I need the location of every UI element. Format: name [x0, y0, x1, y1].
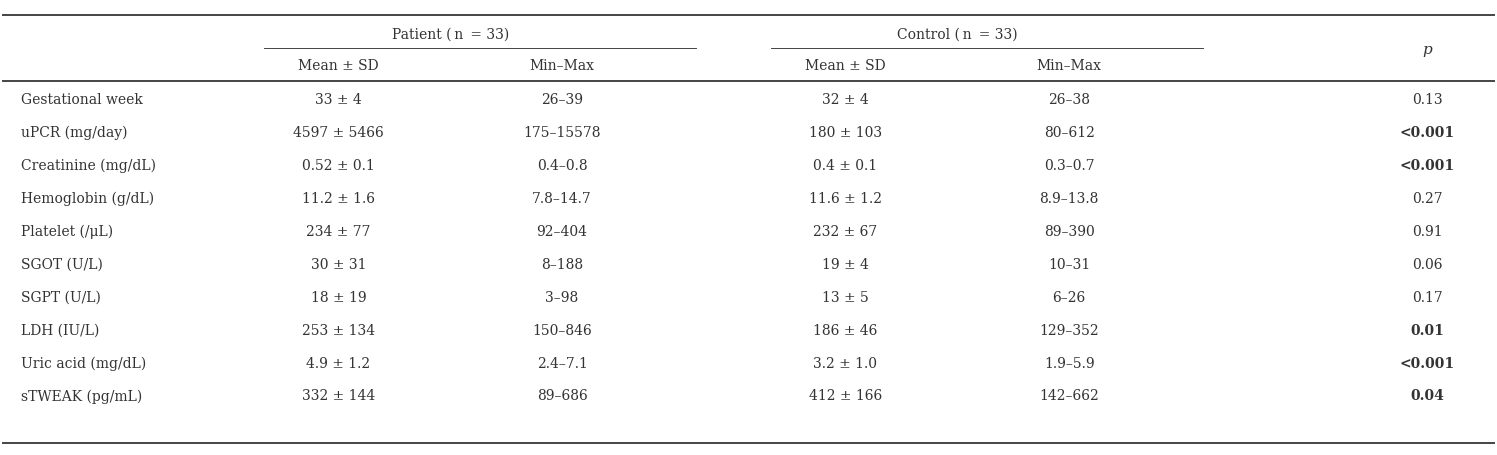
Text: 92–404: 92–404 — [536, 224, 587, 238]
Text: 412 ± 166: 412 ± 166 — [808, 389, 882, 403]
Text: 0.3–0.7: 0.3–0.7 — [1043, 159, 1094, 173]
Text: 0.01: 0.01 — [1410, 323, 1445, 337]
Text: 19 ± 4: 19 ± 4 — [822, 257, 868, 271]
Text: 4597 ± 5466: 4597 ± 5466 — [293, 126, 383, 140]
Text: 0.4–0.8: 0.4–0.8 — [537, 159, 587, 173]
Text: Mean ± SD: Mean ± SD — [298, 59, 379, 72]
Text: 32 ± 4: 32 ± 4 — [822, 93, 868, 107]
Text: 18 ± 19: 18 ± 19 — [310, 290, 367, 304]
Text: 8.9–13.8: 8.9–13.8 — [1039, 192, 1099, 206]
Text: 186 ± 46: 186 ± 46 — [813, 323, 877, 337]
Text: Platelet (/μL): Platelet (/μL) — [21, 224, 112, 238]
Text: <0.001: <0.001 — [1400, 356, 1455, 370]
Text: Control ( n  = 33): Control ( n = 33) — [897, 27, 1018, 41]
Text: 175–15578: 175–15578 — [524, 126, 600, 140]
Text: 142–662: 142–662 — [1039, 389, 1099, 403]
Text: 26–39: 26–39 — [540, 93, 582, 107]
Text: 89–686: 89–686 — [537, 389, 587, 403]
Text: 232 ± 67: 232 ± 67 — [813, 224, 877, 238]
Text: 234 ± 77: 234 ± 77 — [305, 224, 371, 238]
Text: 332 ± 144: 332 ± 144 — [302, 389, 374, 403]
Text: 30 ± 31: 30 ± 31 — [310, 257, 367, 271]
Text: 253 ± 134: 253 ± 134 — [302, 323, 374, 337]
Text: Mean ± SD: Mean ± SD — [805, 59, 886, 72]
Text: SGPT (U/L): SGPT (U/L) — [21, 290, 100, 304]
Text: 26–38: 26–38 — [1048, 93, 1090, 107]
Text: 0.06: 0.06 — [1412, 257, 1442, 271]
Text: 33 ± 4: 33 ± 4 — [314, 93, 362, 107]
Text: Patient ( n  = 33): Patient ( n = 33) — [392, 27, 509, 41]
Text: Gestational week: Gestational week — [21, 93, 142, 107]
Text: 89–390: 89–390 — [1043, 224, 1094, 238]
Text: 3–98: 3–98 — [545, 290, 579, 304]
Text: Min–Max: Min–Max — [530, 59, 594, 72]
Text: 2.4–7.1: 2.4–7.1 — [536, 356, 587, 370]
Text: 0.17: 0.17 — [1412, 290, 1443, 304]
Text: 0.91: 0.91 — [1412, 224, 1443, 238]
Text: LDH (IU/L): LDH (IU/L) — [21, 323, 99, 337]
Text: p: p — [1422, 43, 1433, 57]
Text: 4.9 ± 1.2: 4.9 ± 1.2 — [307, 356, 370, 370]
Text: 0.4 ± 0.1: 0.4 ± 0.1 — [813, 159, 877, 173]
Text: 180 ± 103: 180 ± 103 — [808, 126, 882, 140]
Text: <0.001: <0.001 — [1400, 159, 1455, 173]
Text: Hemoglobin (g/dL): Hemoglobin (g/dL) — [21, 192, 154, 206]
Text: 129–352: 129–352 — [1039, 323, 1099, 337]
Text: 0.13: 0.13 — [1412, 93, 1443, 107]
Text: 0.52 ± 0.1: 0.52 ± 0.1 — [302, 159, 374, 173]
Text: Creatinine (mg/dL): Creatinine (mg/dL) — [21, 158, 156, 173]
Text: 3.2 ± 1.0: 3.2 ± 1.0 — [813, 356, 877, 370]
Text: <0.001: <0.001 — [1400, 126, 1455, 140]
Text: 11.2 ± 1.6: 11.2 ± 1.6 — [302, 192, 374, 206]
Text: 10–31: 10–31 — [1048, 257, 1090, 271]
Text: 13 ± 5: 13 ± 5 — [822, 290, 868, 304]
Text: 0.27: 0.27 — [1412, 192, 1443, 206]
Text: 8–188: 8–188 — [540, 257, 584, 271]
Text: 150–846: 150–846 — [533, 323, 591, 337]
Text: 1.9–5.9: 1.9–5.9 — [1043, 356, 1094, 370]
Text: 11.6 ± 1.2: 11.6 ± 1.2 — [808, 192, 882, 206]
Text: Uric acid (mg/dL): Uric acid (mg/dL) — [21, 356, 145, 370]
Text: uPCR (mg/day): uPCR (mg/day) — [21, 126, 127, 140]
Text: 80–612: 80–612 — [1043, 126, 1094, 140]
Text: 6–26: 6–26 — [1052, 290, 1085, 304]
Text: sTWEAK (pg/mL): sTWEAK (pg/mL) — [21, 389, 142, 403]
Text: Min–Max: Min–Max — [1036, 59, 1102, 72]
Text: 0.04: 0.04 — [1410, 389, 1445, 403]
Text: SGOT (U/L): SGOT (U/L) — [21, 257, 103, 271]
Text: 7.8–14.7: 7.8–14.7 — [533, 192, 591, 206]
